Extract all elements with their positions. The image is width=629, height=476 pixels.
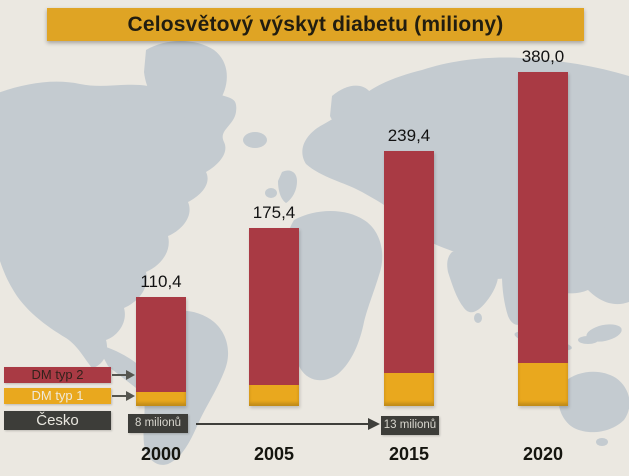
map-ireland <box>265 188 277 198</box>
bar-2000-segment-dm-typ-1 <box>136 392 186 406</box>
legend-label-dm-typ-2: DM typ 2 <box>31 367 84 382</box>
legend-item-dm-typ-2: DM typ 2 <box>4 367 111 383</box>
map-arctic-island <box>74 87 102 105</box>
category-label-2000: 2000 <box>140 444 182 464</box>
bar-value-label-2000: 110,4 <box>140 272 182 291</box>
map-india <box>447 250 499 313</box>
legend-label-cesko: Česko <box>36 412 79 429</box>
title-bar: Celosvětový výskyt diabetu (miliony) <box>47 8 584 41</box>
bar-2015-segment-dm-typ-1 <box>384 373 434 406</box>
chart-title: Celosvětový výskyt diabetu (miliony) <box>127 12 504 36</box>
map-new-guinea <box>586 324 622 342</box>
annotation-czech-2000-label: 8 milionů <box>134 417 182 429</box>
map-australia <box>558 371 629 433</box>
bar-2020-segment-dm-typ-1 <box>518 363 568 406</box>
annotation-czech-2000: 8 milionů <box>128 414 188 433</box>
bar-value-label-2015: 239,4 <box>387 126 431 145</box>
legend-arrow-head-icon-dm2 <box>126 370 135 380</box>
bar-2005 <box>249 228 299 406</box>
annotation-czech-2015-label: 13 milionů <box>383 419 437 431</box>
bar-value-label-2020: 380,0 <box>521 47 565 66</box>
growth-arrow-line <box>196 423 370 425</box>
legend-item-cesko: Česko <box>4 411 111 430</box>
map-arctic-island <box>139 131 161 149</box>
bar-2015 <box>384 151 434 406</box>
map-tasmania <box>596 438 608 446</box>
category-label-2020: 2020 <box>522 444 564 464</box>
map-japan <box>597 208 611 232</box>
legend-item-dm-typ-1: DM typ 1 <box>4 388 111 404</box>
legend-label-dm-typ-1: DM typ 1 <box>31 388 84 403</box>
legend-arrow-head-icon-dm1 <box>126 391 135 401</box>
bar-value-label-2005: 175,4 <box>252 203 296 222</box>
category-label-2005: 2005 <box>253 444 295 464</box>
category-label-2015: 2015 <box>388 444 430 464</box>
map-britain <box>278 170 297 203</box>
bar-2005-segment-dm-typ-1 <box>249 385 299 406</box>
bar-2000 <box>136 297 186 406</box>
map-greenland <box>144 41 227 118</box>
map-arctic-island <box>99 99 141 125</box>
map-africa <box>278 211 383 381</box>
annotation-czech-2015: 13 milionů <box>381 416 439 435</box>
map-sri-lanka <box>474 313 482 323</box>
growth-arrow-head-icon <box>368 418 380 430</box>
legend-arrow-line-dm2 <box>112 374 127 376</box>
map-iceland <box>243 132 267 148</box>
map-japan <box>608 181 620 203</box>
map-north-america <box>0 81 237 368</box>
legend-arrow-line-dm1 <box>112 395 127 397</box>
bar-2020 <box>518 72 568 406</box>
